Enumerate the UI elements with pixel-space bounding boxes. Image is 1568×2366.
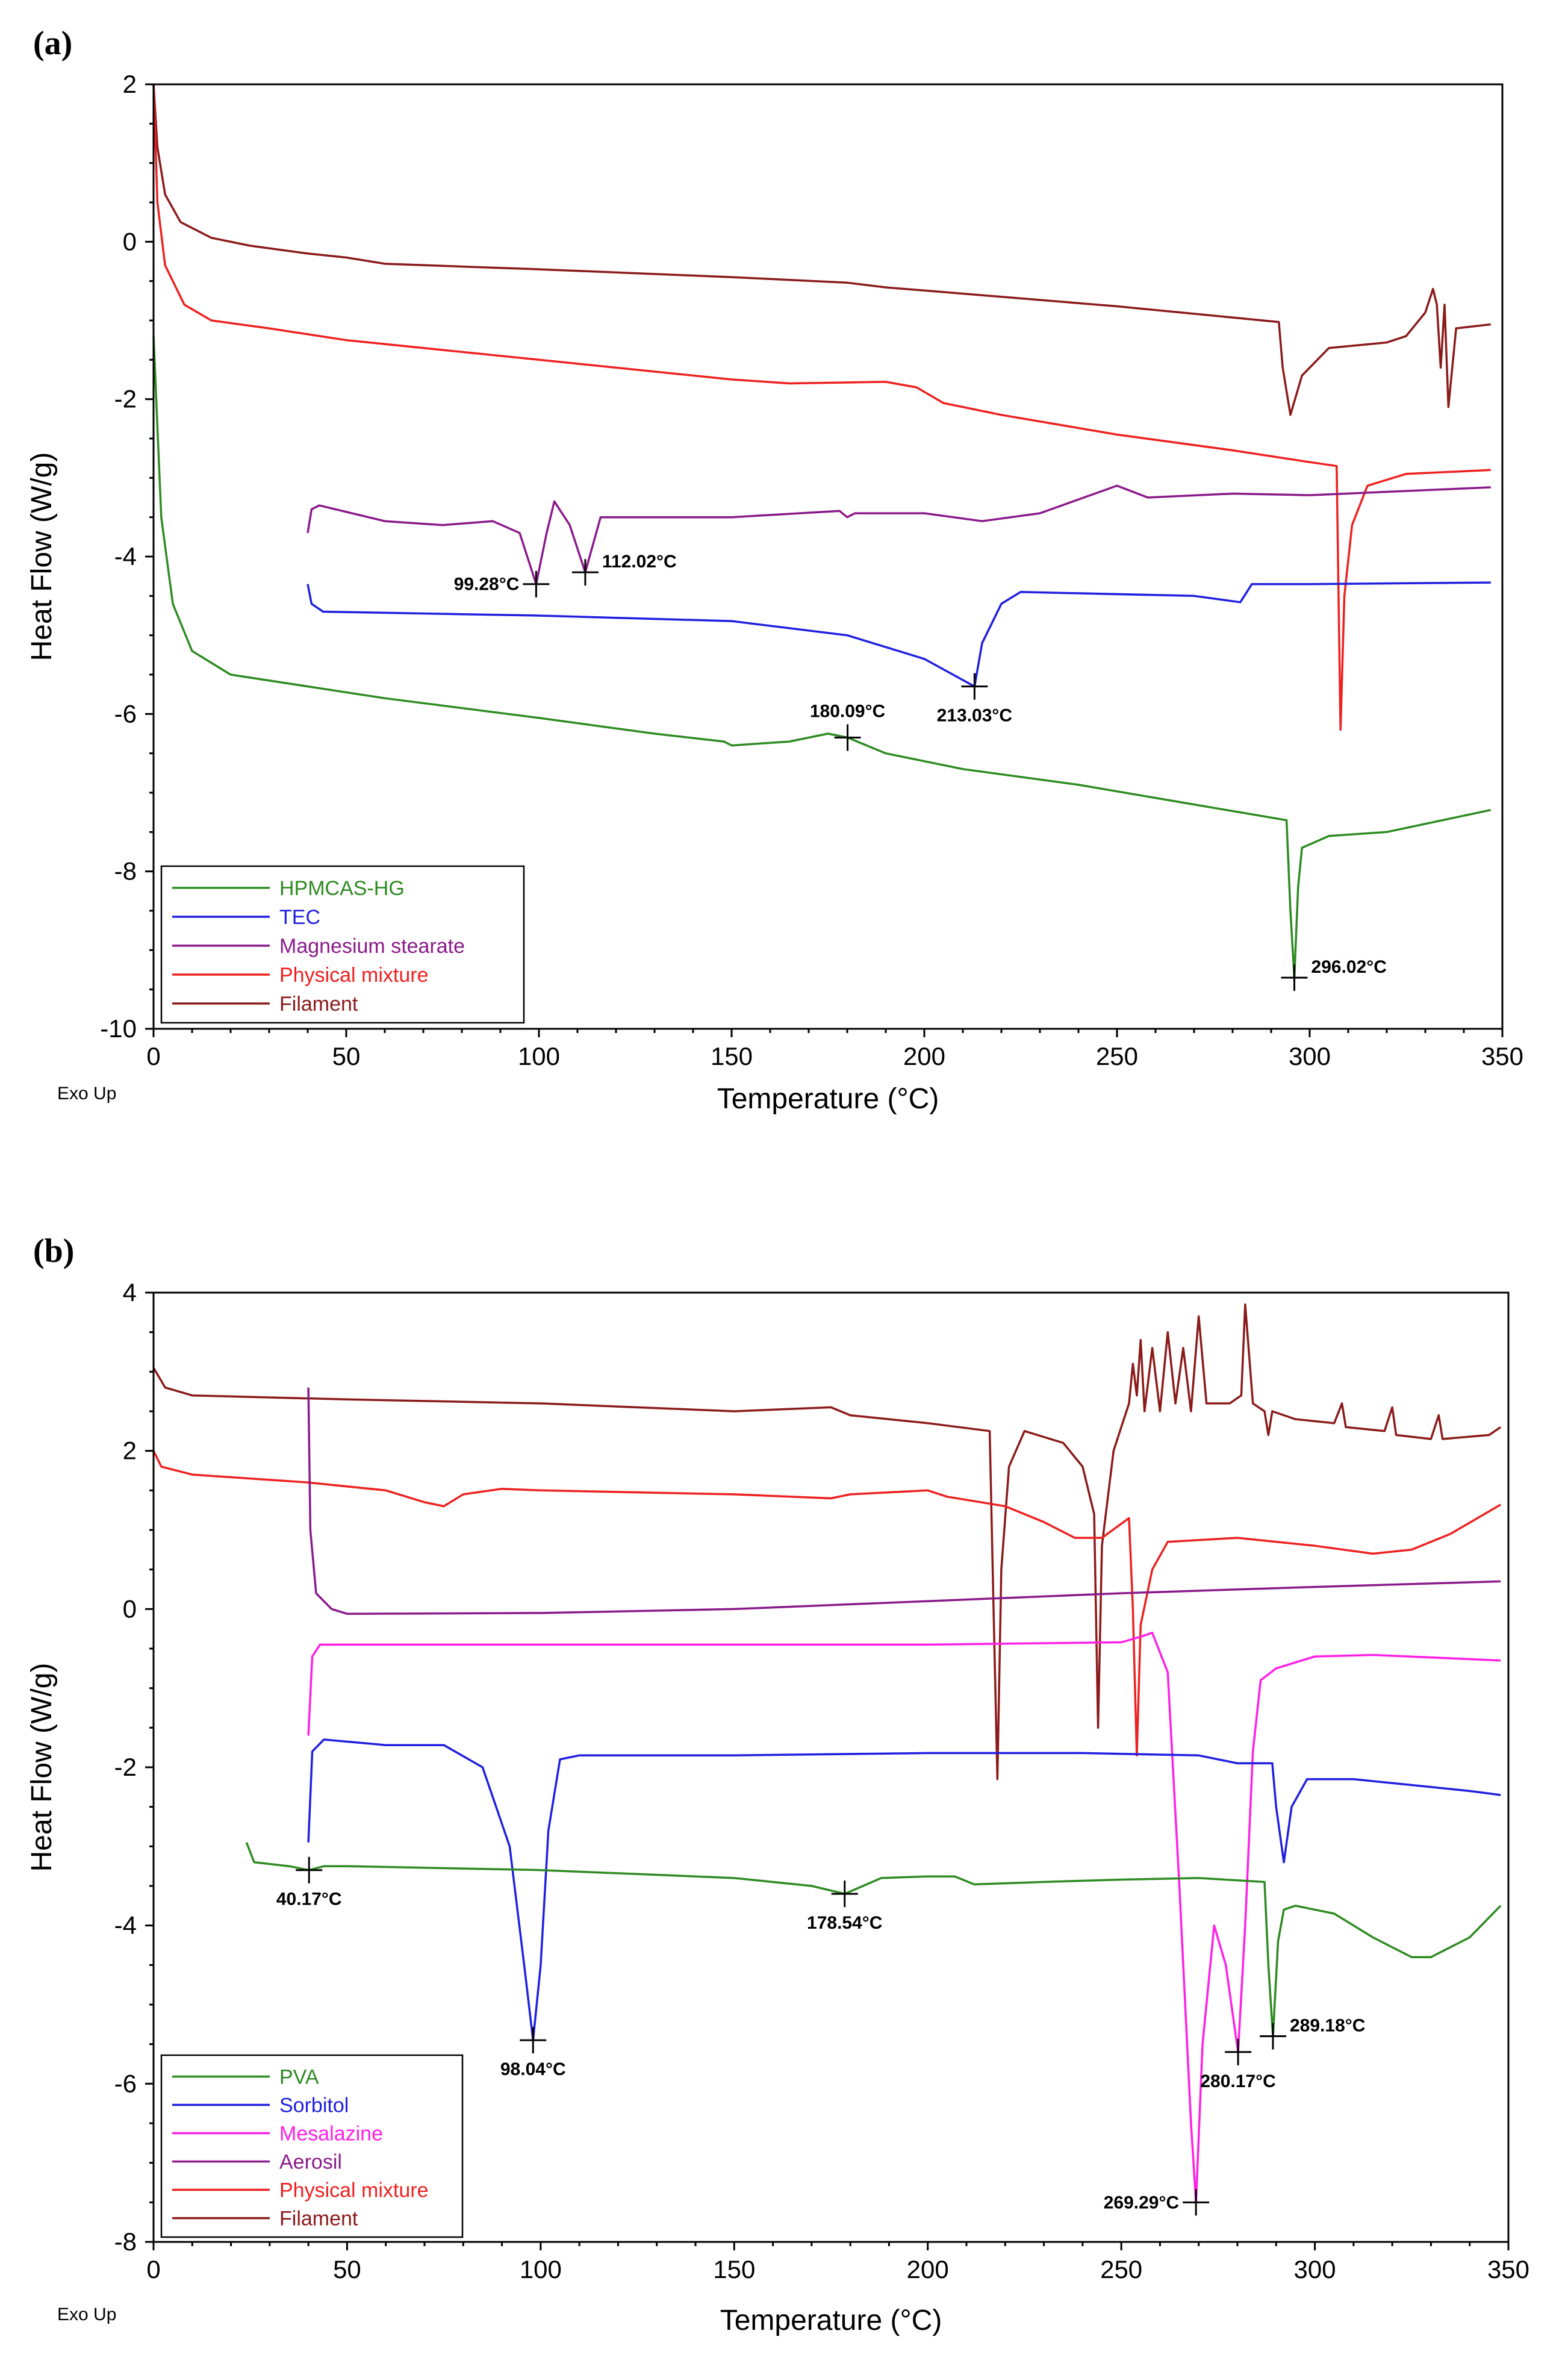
panel-b-y-tick-label: 2 xyxy=(123,1437,137,1465)
panel-a-series-hpmcas-hg xyxy=(152,336,1492,979)
panel-b-y-tick-label: 4 xyxy=(123,1278,137,1306)
panel-a-x-tick-label: 200 xyxy=(903,1042,945,1070)
panel-a-x-tick-label: 150 xyxy=(711,1042,753,1070)
panel-b-annotation-label: 269.29°C xyxy=(1104,2193,1179,2212)
panel-b-annotation-label: 280.17°C xyxy=(1200,2071,1275,2091)
panel-b-annotation-label: 98.04°C xyxy=(500,2059,566,2079)
panel-a-legend-label: Filament xyxy=(279,993,358,1016)
panel-b-series-filament xyxy=(152,1303,1502,1781)
panel-a-legend-label: HPMCAS-HG xyxy=(279,877,405,900)
panel-b-y-tick-label: -4 xyxy=(114,1911,137,1940)
panel-a-exo-up-label: Exo Up xyxy=(57,1084,116,1103)
panel-a-legend-box xyxy=(160,865,525,1024)
panel-a-x-tick-label: 100 xyxy=(518,1042,560,1070)
panel-a-legend: HPMCAS-HG TEC Magnesium stearate Physical m… xyxy=(160,865,525,1024)
panel-b-y-tick-label: 0 xyxy=(123,1594,137,1623)
panel-b-annotation-label: 40.17°C xyxy=(276,1890,342,1909)
panel-a-annotation-label: 180.09°C xyxy=(810,702,885,722)
panel-b-x-tick-label: 300 xyxy=(1294,2255,1336,2283)
panel-a-series-magnesium-stearate xyxy=(306,484,1491,585)
panel-b-y-tick-label: -6 xyxy=(114,2069,137,2097)
panel-a-x-tick-label: 350 xyxy=(1481,1042,1523,1070)
panel-a-series-filament xyxy=(152,84,1491,416)
panel-b-x-tick-label: 150 xyxy=(713,2255,755,2283)
panel-b-legend-label: Sorbitol xyxy=(279,2094,349,2117)
panel-a-legend-label: TEC xyxy=(279,906,320,929)
panel-b-legend-box xyxy=(160,2054,464,2238)
panel-b-x-tick-label: 250 xyxy=(1100,2255,1142,2283)
panel-a-y-tick-label: -2 xyxy=(114,385,137,413)
panel-a-x-tick-label: 0 xyxy=(146,1042,160,1070)
panel-b-annotation-label: 289.18°C xyxy=(1290,2016,1365,2036)
panel-b-series-sorbitol xyxy=(307,1738,1501,2041)
panel-a-y-tick-label: -6 xyxy=(114,699,137,728)
panel-a-annotation-label: 296.02°C xyxy=(1311,957,1387,977)
panel-b-x-tick-label: 50 xyxy=(333,2255,361,2283)
panel-a-annotation-label: 99.28°C xyxy=(454,575,520,595)
panel-a-y-axis-title: Heat Flow (W/g) xyxy=(26,452,58,661)
panel-b-x-tick-label: 350 xyxy=(1487,2255,1529,2283)
panel-a-series-tec xyxy=(306,581,1491,688)
panel-b-series-aerosil xyxy=(307,1387,1501,1615)
panel-b-legend: PVA Sorbitol Mesalazine Aerosil Physical mix… xyxy=(160,2054,464,2238)
panel-a-label: (a) xyxy=(33,25,72,62)
panel-b-legend-label: Aerosil xyxy=(279,2151,342,2174)
panel-a-y-tick-label: 2 xyxy=(123,70,137,98)
panel-b-annotation-label: 178.54°C xyxy=(807,1913,882,1933)
panel-a-y-tick-label: -8 xyxy=(114,857,137,885)
panel-a-legend-label: Magnesium stearate xyxy=(279,935,465,958)
panel-a-annotation-label: 112.02°C xyxy=(602,552,677,572)
panel-a-y-tick-label: -10 xyxy=(100,1014,137,1043)
panel-a-y-tick-label: -4 xyxy=(114,542,137,570)
panel-b-y-tick-label: -8 xyxy=(114,2227,137,2256)
panel-b-y-tick-label: -2 xyxy=(114,1753,137,1781)
panel-b-x-tick-label: 0 xyxy=(146,2255,160,2283)
panel-b-legend-label: PVA xyxy=(279,2066,319,2089)
panel-b-x-axis-title: Temperature (°C) xyxy=(720,2305,942,2336)
panel-b-exo-up-label: Exo Up xyxy=(57,2305,116,2324)
panel-a-x-tick-label: 300 xyxy=(1289,1042,1331,1070)
panel-a-series-group xyxy=(152,84,1492,979)
panel-b: (b) 0 50 100 150 200 250 300 350 4 2 0 -2 -4 -6 -8 Tempe… xyxy=(26,1232,1529,2336)
panel-b-x-tick-label: 100 xyxy=(520,2255,562,2283)
panel-a-annotation-label: 213.03°C xyxy=(937,706,1012,726)
panel-a-x-axis-title: Temperature (°C) xyxy=(717,1083,939,1115)
panel-b-y-axis-title: Heat Flow (W/g) xyxy=(26,1663,58,1872)
panel-b-legend-label: Physical mixture xyxy=(279,2179,429,2202)
panel-a-y-tick-label: 0 xyxy=(123,227,137,255)
panel-b-series-pva xyxy=(245,1842,1502,2038)
panel-b-legend-label: Mesalazine xyxy=(279,2123,383,2146)
panel-b-label: (b) xyxy=(33,1232,74,1270)
panel-a-x-tick-label: 250 xyxy=(1096,1042,1138,1070)
panel-a-legend-label: Physical mixture xyxy=(279,964,429,987)
panel-b-legend-label: Filament xyxy=(279,2208,358,2230)
panel-b-x-tick-label: 200 xyxy=(907,2255,949,2283)
panel-a: (a) 0 50 100 150 200 250 300 350 2 0 -2 -4 -6 -8 -10 Tem… xyxy=(26,25,1523,1115)
panel-a-x-tick-label: 50 xyxy=(332,1042,361,1070)
panel-b-series-physical-mixture xyxy=(152,1450,1501,1757)
